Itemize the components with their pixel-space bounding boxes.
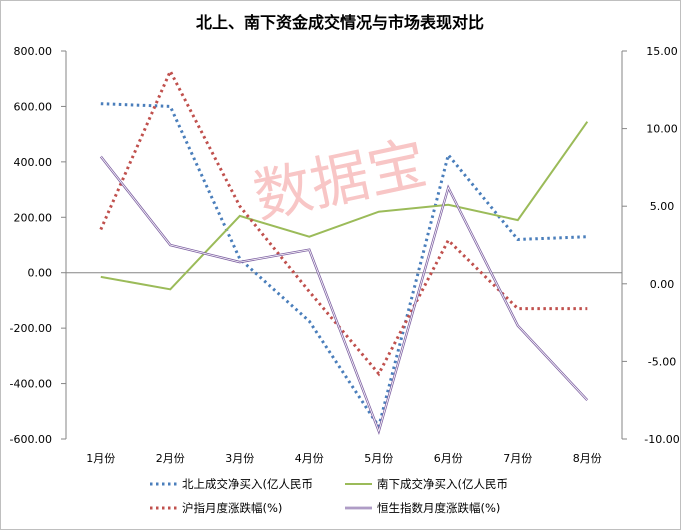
x-tick-label: 4月份 [295,452,324,465]
x-tick-label: 5月份 [364,452,393,465]
left-tick-label: 400.00 [14,156,53,169]
x-tick-label: 6月份 [434,452,463,465]
right-tick-label: 5.00 [650,200,675,213]
left-tick-label: 600.00 [14,100,53,113]
x-tick-label: 3月份 [225,452,254,465]
legend-label: 恒生指数月度涨跌幅(%) [377,501,500,515]
x-tick-label: 8月份 [573,452,602,465]
left-tick-label: -600.00 [10,433,52,446]
right-tick-label: 15.00 [646,45,678,58]
series-lines [99,67,589,435]
series-line-4-inner [100,156,588,433]
left-tick-label: 800.00 [14,45,53,58]
right-tick-label: -10.00 [644,433,679,446]
legend-label: 沪指月度涨跌幅(%) [182,501,282,515]
left-tick-label: -200.00 [10,322,52,335]
tick-labels: -600.00 -400.00 -200.00 0.00 200.00 400.00 600… [10,45,680,465]
x-tick-label: 1月份 [86,452,115,465]
watermark: 数据宝 [248,129,432,232]
chart-title: 北上、南下资金成交情况与市场表现对比 [196,13,484,32]
legend-label: 南下成交净买入(亿人民币 [377,477,508,491]
right-tick-label: -5.00 [648,355,676,368]
series-line-1 [100,102,588,431]
x-tick-label: 7月份 [503,452,532,465]
left-tick-label: 200.00 [14,211,53,224]
x-tick-label: 2月份 [156,452,185,465]
legend-label: 北上成交净买入(亿人民币 [182,477,313,491]
left-tick-label: -400.00 [10,378,52,391]
axes [61,50,627,440]
right-tick-label: 10.00 [646,123,678,136]
series-line-2 [100,121,589,291]
right-tick-label: 0.00 [650,278,675,291]
left-tick-label: 0.00 [28,267,53,280]
series-line-3 [99,67,588,377]
